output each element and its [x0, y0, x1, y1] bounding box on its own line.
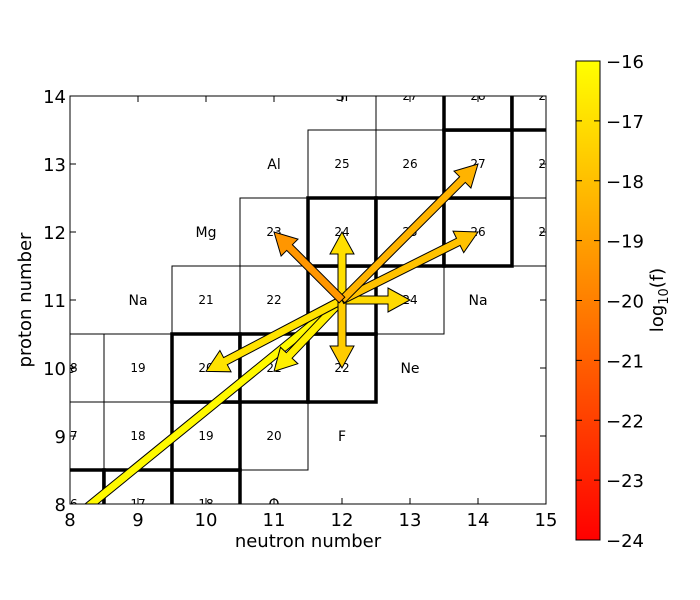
nuclide-cell	[0, 470, 36, 538]
y-tick-label: 14	[43, 87, 66, 108]
cell-mass-label: 29	[538, 89, 553, 103]
y-tick-label: 8	[55, 495, 66, 516]
cell-mass-label: 22	[266, 293, 281, 307]
reaction-arrow	[273, 231, 346, 304]
colorbar-label-base: log	[647, 305, 668, 332]
colorbar-tick-label: −21	[606, 351, 644, 372]
reaction-arrow	[338, 163, 479, 304]
x-tick-label: 12	[331, 510, 354, 531]
colorbar-tick-label: −23	[606, 471, 644, 492]
element-symbol-label: Na	[128, 293, 147, 309]
cell-mass-label: 21	[198, 293, 213, 307]
colorbar-tick-label: −17	[606, 112, 644, 133]
y-tick-label: 12	[43, 223, 66, 244]
colorbar-tick-label: −20	[606, 292, 644, 313]
colorbar: −16 −17 −18 −19 −20 −21 −22 −23 −24 log10(f)	[575, 52, 672, 552]
nuclide-cell	[375, 129, 445, 199]
x-tick-label: 10	[195, 510, 218, 531]
x-tick-label: 8	[64, 510, 75, 531]
colorbar-label-tail: (f)	[647, 268, 668, 288]
cell-mass-label: 15	[0, 497, 10, 511]
colorbar-label-subscript: 10	[657, 288, 672, 305]
colorbar-ticks: −16 −17 −18 −19 −20 −21 −22 −23 −24	[576, 52, 644, 552]
x-tick-label: 11	[263, 510, 286, 531]
element-symbol-label: Mg	[196, 225, 217, 241]
cell-mass-label: 20	[266, 429, 281, 443]
cell-mass-label: 19	[130, 361, 145, 375]
y-tick-label: 10	[43, 359, 66, 380]
colorbar-tick-label: −24	[606, 531, 644, 552]
x-axis-label: neutron number	[235, 531, 382, 552]
element-symbol-label: e	[66, 361, 75, 377]
x-tick-label: 13	[399, 510, 422, 531]
cell-mass-label: 16	[62, 497, 77, 511]
colorbar-tick-label: −19	[606, 232, 644, 253]
colorbar-tick-label: −22	[606, 411, 644, 432]
x-tick-label: 9	[132, 510, 143, 531]
stable-nuclide-cell	[442, 96, 514, 132]
reaction-arrow	[329, 299, 355, 370]
y-tick-label: 11	[43, 291, 66, 312]
element-symbol-label: Ne	[400, 361, 419, 377]
nuclide-cell	[103, 333, 173, 403]
y-axis-label: proton number	[15, 232, 36, 367]
element-symbol-label: Na	[468, 293, 487, 309]
nuclide-cell	[103, 401, 173, 471]
reaction-arrow	[205, 295, 345, 373]
reaction-arrows	[84, 163, 479, 504]
x-tick-label: 14	[467, 510, 490, 531]
colorbar-tick-label: −16	[606, 52, 644, 73]
nuclide-cell	[239, 401, 309, 471]
x-axis-ticks: 8 9 10 11 12 13 14 15	[64, 96, 557, 531]
nuclide-cell	[307, 129, 377, 199]
plot-area: 1516171817181920181920212221222324232425…	[0, 87, 557, 538]
element-symbol-label: F	[338, 429, 346, 445]
nuclide-cells: 1516171817181920181920212221222324232425…	[0, 89, 553, 538]
stable-nuclide-cell	[510, 96, 546, 132]
cell-mass-label: 19	[198, 429, 213, 443]
x-tick-label: 15	[535, 510, 558, 531]
cell-mass-label: 26	[402, 157, 417, 171]
colorbar-tick-label: −18	[606, 172, 644, 193]
colorbar-label: log10(f)	[647, 268, 672, 332]
y-axis-ticks: 8 9 10 11 12 13 14	[43, 87, 546, 516]
element-symbol-label: Al	[267, 157, 280, 173]
cell-mass-label: 18	[130, 429, 145, 443]
cell-mass-label: 25	[334, 157, 349, 171]
reaction-arrow	[273, 296, 346, 373]
y-tick-label: 13	[43, 155, 66, 176]
y-tick-label: 9	[55, 427, 66, 448]
